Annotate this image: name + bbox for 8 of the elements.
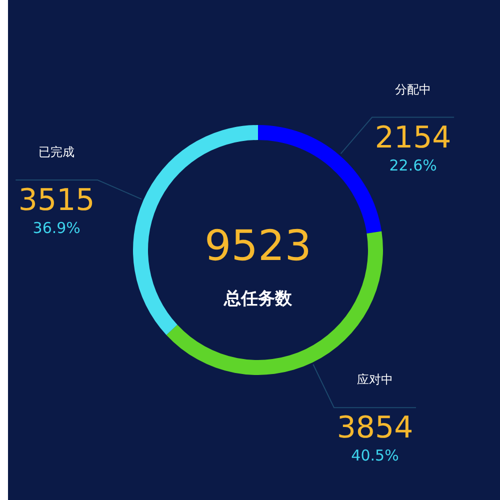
slice-label: 应对中	[357, 372, 393, 387]
text: 9523	[204, 221, 312, 270]
text: 总任务数	[223, 289, 293, 309]
slice-label: 已完成	[38, 144, 75, 159]
data-label: 3515 36.9%	[18, 182, 95, 237]
data-label: 2154 22.6%	[374, 120, 452, 174]
slice-label: 分配中	[395, 82, 432, 96]
data-label: 3854 40.5%	[336, 410, 414, 465]
